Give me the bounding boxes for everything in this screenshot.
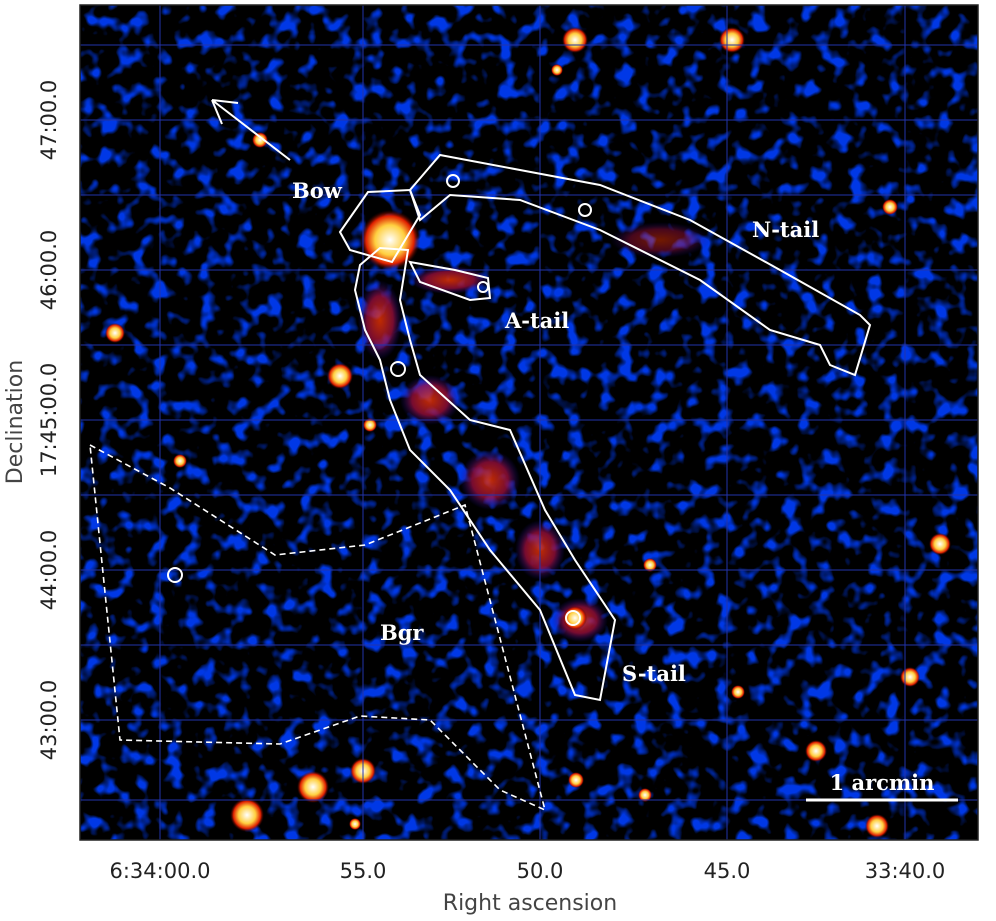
region-label: Bow (292, 178, 343, 203)
y-tick-label: 47:00.0 (37, 80, 61, 161)
bgr-region (89, 443, 547, 812)
x-tick-label: 45.0 (704, 859, 751, 883)
motion-arrow (211, 99, 291, 161)
sky-image: Bow N-tail A-tail S-tail Bgr 1 arcmin (80, 5, 978, 840)
regions (89, 99, 958, 812)
x-tick-label: 6:34:00.0 (110, 859, 211, 883)
a-tail-region (408, 260, 492, 302)
y-tick-label: 43:00.0 (37, 680, 61, 761)
region-label: Bgr (380, 620, 424, 645)
plot-frame (79, 4, 979, 841)
coordinate-grid (80, 5, 978, 840)
x-tick-label: 33:40.0 (865, 859, 946, 883)
x-tick-label: 50.0 (517, 859, 564, 883)
x-axis-title: Right ascension (443, 891, 617, 916)
region-label: S-tail (622, 661, 686, 686)
tail-emission (358, 222, 710, 642)
y-axis-title: Declination (3, 360, 28, 484)
s-tail-region (353, 246, 617, 702)
point-sources (105, 27, 951, 838)
region-label: A-tail (504, 308, 569, 333)
y-tick-label: 46:00.0 (37, 230, 61, 311)
y-tick-label: 17:45:00.0 (37, 363, 61, 477)
region-label: N-tail (752, 217, 819, 242)
n-tail-region (408, 153, 872, 377)
x-tick-label: 55.0 (340, 859, 387, 883)
bow-region (338, 188, 422, 264)
y-tick-label: 44:00.0 (37, 530, 61, 611)
scale-bar-label: 1 arcmin (830, 770, 935, 795)
